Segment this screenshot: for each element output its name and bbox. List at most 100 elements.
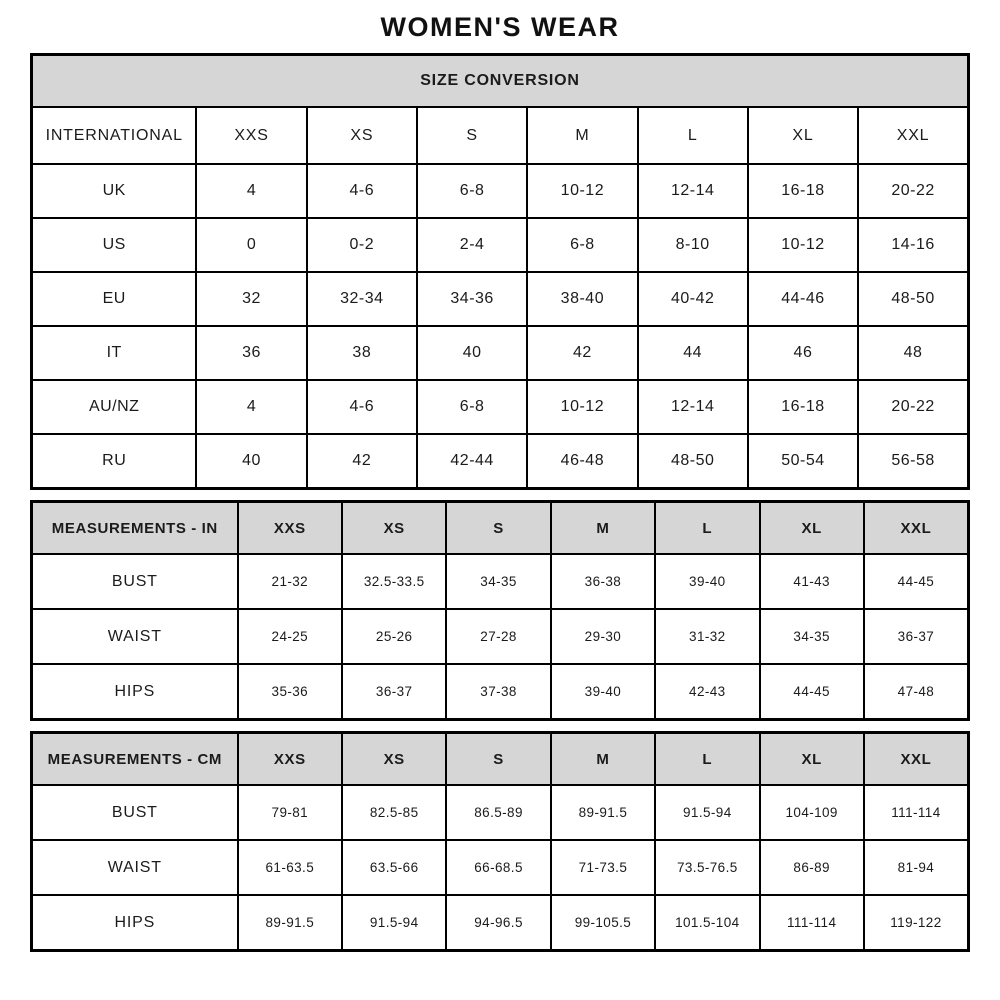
row-label: US — [30, 217, 198, 273]
column-header: L — [654, 731, 761, 786]
row-label: BUST — [30, 553, 239, 610]
row-label: UK — [30, 163, 198, 219]
value-cell: 48-50 — [857, 271, 970, 327]
value-cell: 24-25 — [236, 608, 344, 665]
value-cell: 40-42 — [636, 271, 749, 327]
value-cell: 36-37 — [340, 663, 448, 721]
row-label: BUST — [30, 784, 239, 841]
value-cell: 40 — [195, 433, 308, 490]
value-cell: 94-96.5 — [445, 894, 552, 952]
value-cell: 10-12 — [746, 217, 860, 273]
value-cell: 41-43 — [758, 553, 865, 610]
value-cell: 79-81 — [236, 784, 344, 841]
value-cell: 61-63.5 — [236, 839, 344, 896]
table-title: MEASUREMENTS - IN — [30, 500, 239, 555]
value-cell: 16-18 — [746, 163, 860, 219]
value-cell: 2-4 — [415, 217, 529, 273]
column-header: XL — [758, 500, 865, 555]
table-row: BUST 79-81 82.5-85 86.5-89 89-91.5 91.5-94 104… — [30, 784, 970, 841]
value-cell: 6-8 — [526, 217, 639, 273]
value-cell: 38-40 — [526, 271, 639, 327]
table-title: MEASUREMENTS - CM — [30, 731, 239, 786]
value-cell: 32 — [195, 271, 308, 327]
measurements-cm-table: MEASUREMENTS - CM XXS XS S M L XL XXL BUST 79-81 8… — [30, 731, 970, 952]
value-cell: 46-48 — [526, 433, 639, 490]
value-cell: 66-68.5 — [445, 839, 552, 896]
value-cell: 44 — [636, 325, 749, 381]
value-cell: 111-114 — [862, 784, 970, 841]
value-cell: 47-48 — [862, 663, 970, 721]
value-cell: 42 — [526, 325, 639, 381]
column-header: XXL — [862, 731, 970, 786]
column-header: S — [445, 500, 552, 555]
column-header: XXS — [236, 731, 344, 786]
value-cell: 14-16 — [857, 217, 970, 273]
column-header: XXL — [857, 106, 970, 165]
row-label: WAIST — [30, 839, 239, 896]
value-cell: 20-22 — [857, 379, 970, 435]
table-row: HIPS 89-91.5 91.5-94 94-96.5 99-105.5 101.5-1… — [30, 894, 970, 952]
value-cell: 10-12 — [526, 379, 639, 435]
column-header: M — [549, 500, 657, 555]
column-header: M — [526, 106, 639, 165]
value-cell: 34-36 — [415, 271, 529, 327]
value-cell: 32-34 — [305, 271, 418, 327]
value-cell: 6-8 — [415, 379, 529, 435]
table-row: AU/NZ 4 4-6 6-8 10-12 12-14 16-18 20-22 — [30, 379, 970, 435]
row-label: AU/NZ — [30, 379, 198, 435]
column-header: XS — [340, 731, 448, 786]
table-banner: SIZE CONVERSION — [30, 53, 970, 108]
value-cell: 4 — [195, 379, 308, 435]
value-cell: 82.5-85 — [340, 784, 448, 841]
value-cell: 44-46 — [746, 271, 860, 327]
column-header: XXL — [862, 500, 970, 555]
value-cell: 91.5-94 — [340, 894, 448, 952]
value-cell: 104-109 — [758, 784, 865, 841]
value-cell: 34-35 — [758, 608, 865, 665]
value-cell: 63.5-66 — [340, 839, 448, 896]
table-row: BUST 21-32 32.5-33.5 34-35 36-38 39-40 41-43 44… — [30, 553, 970, 610]
table-row: RU 40 42 42-44 46-48 48-50 50-54 56-58 — [30, 433, 970, 490]
value-cell: 27-28 — [445, 608, 552, 665]
row-label: RU — [30, 433, 198, 490]
column-header: L — [654, 500, 761, 555]
value-cell: 111-114 — [758, 894, 865, 952]
value-cell: 44-45 — [862, 553, 970, 610]
value-cell: 36 — [195, 325, 308, 381]
row-label: WAIST — [30, 608, 239, 665]
column-header: S — [415, 106, 529, 165]
value-cell: 86-89 — [758, 839, 865, 896]
value-cell: 91.5-94 — [654, 784, 761, 841]
column-header: XL — [758, 731, 865, 786]
table-row: WAIST 61-63.5 63.5-66 66-68.5 71-73.5 73.5-76… — [30, 839, 970, 896]
value-cell: 0 — [195, 217, 308, 273]
value-cell: 32.5-33.5 — [340, 553, 448, 610]
value-cell: 25-26 — [340, 608, 448, 665]
column-header: M — [549, 731, 657, 786]
column-header: XS — [305, 106, 418, 165]
value-cell: 40 — [415, 325, 529, 381]
value-cell: 21-32 — [236, 553, 344, 610]
value-cell: 34-35 — [445, 553, 552, 610]
column-header: XS — [340, 500, 448, 555]
column-header: INTERNATIONAL — [30, 106, 198, 165]
table-row: UK 4 4-6 6-8 10-12 12-14 16-18 20-22 — [30, 163, 970, 219]
value-cell: 12-14 — [636, 163, 749, 219]
value-cell: 4-6 — [305, 163, 418, 219]
size-conversion-table: SIZE CONVERSION INTERNATIONAL XXS XS S M L XL XX… — [30, 53, 970, 490]
column-header: XXS — [236, 500, 344, 555]
value-cell: 50-54 — [746, 433, 860, 490]
value-cell: 12-14 — [636, 379, 749, 435]
value-cell: 42 — [305, 433, 418, 490]
row-label: HIPS — [30, 894, 239, 952]
value-cell: 0-2 — [305, 217, 418, 273]
table-row: WAIST 24-25 25-26 27-28 29-30 31-32 34-35 36-37 — [30, 608, 970, 665]
value-cell: 16-18 — [746, 379, 860, 435]
value-cell: 8-10 — [636, 217, 749, 273]
value-cell: 36-37 — [862, 608, 970, 665]
row-label: IT — [30, 325, 198, 381]
value-cell: 37-38 — [445, 663, 552, 721]
value-cell: 42-43 — [654, 663, 761, 721]
value-cell: 56-58 — [857, 433, 970, 490]
